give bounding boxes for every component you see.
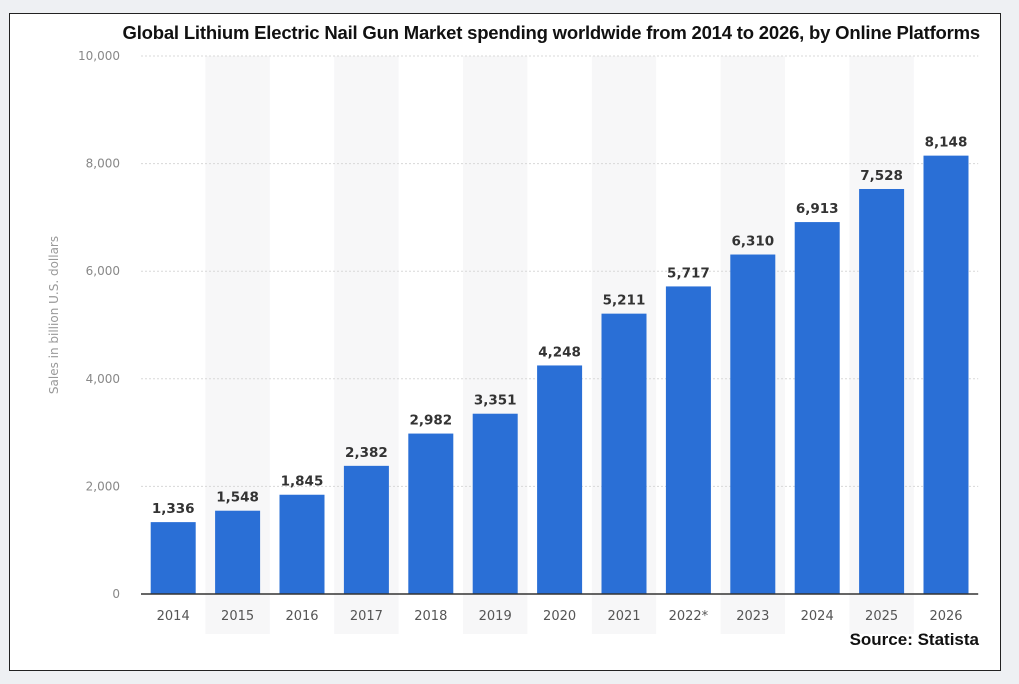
data-label: 4,248: [538, 344, 581, 360]
y-tick-label: 0: [112, 587, 120, 601]
data-label: 6,913: [796, 201, 839, 217]
x-tick-label: 2014: [157, 609, 190, 624]
x-tick-label: 2024: [801, 609, 834, 624]
bar-2016: [279, 494, 325, 594]
bar-2019: [472, 413, 518, 594]
source-label: Source: Statista: [849, 630, 979, 649]
x-tick-label: 2017: [350, 609, 383, 624]
bar-2015: [215, 510, 261, 594]
bar-2024: [794, 222, 840, 594]
data-label: 1,845: [281, 474, 324, 490]
bar-2022*: [665, 286, 711, 594]
data-label: 2,382: [345, 445, 388, 461]
data-label: 1,336: [152, 501, 195, 517]
x-tick-label: 2018: [414, 609, 447, 624]
x-tick-label: 2023: [736, 609, 769, 624]
x-tick-label: 2019: [479, 609, 512, 624]
y-axis-label: Sales in billion U.S. dollars: [47, 236, 61, 394]
bar-2017: [343, 465, 389, 594]
data-label: 5,717: [667, 265, 710, 281]
data-label: 6,310: [731, 234, 774, 250]
bar-2014: [150, 522, 196, 594]
y-tick-label: 2,000: [86, 479, 120, 493]
bar-2023: [730, 254, 776, 594]
x-tick-label: 2026: [929, 609, 962, 624]
x-tick-label: 2016: [285, 609, 318, 624]
bar-2026: [923, 155, 969, 594]
bar-2018: [408, 433, 454, 594]
data-label: 2,982: [409, 413, 452, 429]
data-label: 3,351: [474, 393, 517, 409]
x-tick-label: 2015: [221, 609, 254, 624]
bar-2020: [537, 365, 583, 594]
data-label: 1,548: [216, 490, 259, 506]
x-tick-label: 2025: [865, 609, 898, 624]
y-tick-label: 6,000: [86, 264, 120, 278]
data-label: 8,148: [925, 135, 968, 151]
x-tick-label: 2022*: [669, 609, 709, 624]
data-label: 5,211: [603, 293, 646, 309]
y-tick-label: 8,000: [86, 157, 120, 171]
bar-2021: [601, 313, 647, 594]
x-tick-label: 2020: [543, 609, 576, 624]
data-label: 7,528: [860, 168, 903, 184]
chart-title: Global Lithium Electric Nail Gun Market …: [122, 22, 981, 43]
y-tick-label: 10,000: [78, 49, 120, 63]
bar-2025: [859, 188, 905, 595]
x-tick-label: 2021: [607, 609, 640, 624]
y-tick-label: 4,000: [86, 372, 120, 386]
